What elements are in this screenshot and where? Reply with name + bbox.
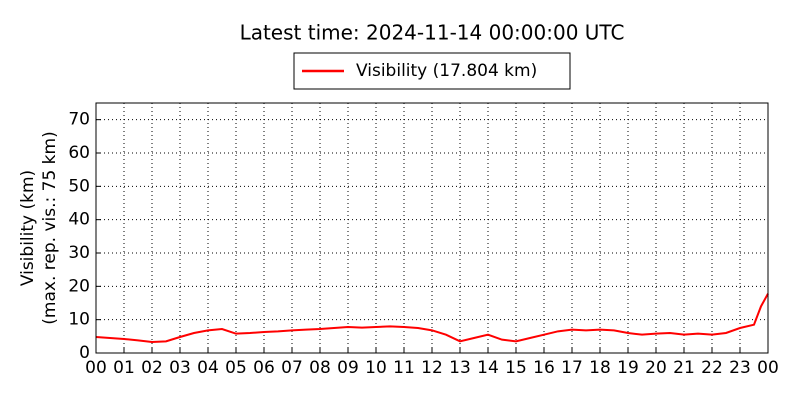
y-tick-label: 10 bbox=[68, 310, 90, 330]
x-tick-label: 11 bbox=[393, 358, 415, 378]
x-tick-label: 16 bbox=[533, 358, 555, 378]
x-tick-label: 05 bbox=[225, 358, 247, 378]
x-tick-label: 19 bbox=[617, 358, 639, 378]
x-tick-label: 15 bbox=[505, 358, 527, 378]
plot-frame bbox=[95, 102, 769, 354]
y-tick-label: 40 bbox=[68, 210, 90, 230]
x-tick-label: 01 bbox=[113, 358, 135, 378]
x-tick-label: 13 bbox=[449, 358, 471, 378]
data-line bbox=[95, 293, 769, 344]
x-tick-label: 21 bbox=[673, 358, 695, 378]
x-tick-label: 02 bbox=[141, 358, 163, 378]
y-tick-label: 60 bbox=[68, 143, 90, 163]
y-tick-label: 30 bbox=[68, 243, 90, 263]
chart-title: Latest time: 2024-11-14 00:00:00 UTC bbox=[240, 21, 625, 45]
x-tick-label: 12 bbox=[421, 358, 443, 378]
x-tick-label: 22 bbox=[701, 358, 723, 378]
x-tick-label: 10 bbox=[365, 358, 387, 378]
x-tick-label: 18 bbox=[589, 358, 611, 378]
y-tick-label: 0 bbox=[79, 343, 90, 363]
x-tick-label: 08 bbox=[309, 358, 331, 378]
y-tick-label: 50 bbox=[68, 176, 90, 196]
x-tick-label: 23 bbox=[729, 358, 751, 378]
x-tick-label: 20 bbox=[645, 358, 667, 378]
x-tick-label: 17 bbox=[561, 358, 583, 378]
x-tick-label: 00 bbox=[85, 358, 107, 378]
x-tick-label: 03 bbox=[169, 358, 191, 378]
y-axis-label: Visibility (km) bbox=[18, 170, 38, 286]
y-axis-label: (max. rep. vis.: 75 km) bbox=[40, 131, 60, 324]
y-tick-label: 70 bbox=[68, 110, 90, 130]
x-tick-label: 00 bbox=[757, 358, 779, 378]
x-tick-label: 09 bbox=[337, 358, 359, 378]
x-tick-label: 14 bbox=[477, 358, 499, 378]
y-tick-label: 20 bbox=[68, 276, 90, 296]
x-tick-label: 07 bbox=[281, 358, 303, 378]
legend-label: Visibility (17.804 km) bbox=[356, 61, 537, 81]
x-tick-label: 06 bbox=[253, 358, 275, 378]
x-tick-label: 04 bbox=[197, 358, 219, 378]
